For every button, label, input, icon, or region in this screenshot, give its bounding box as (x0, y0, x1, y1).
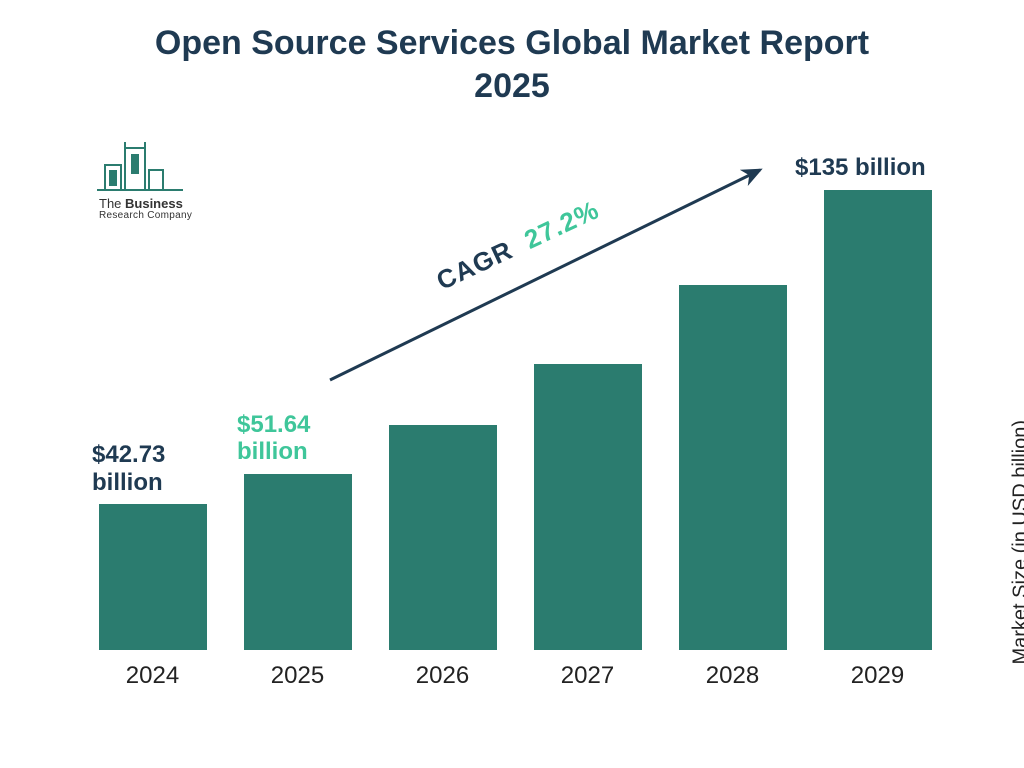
bar-slot: $51.64billion (225, 150, 370, 650)
bar-slot: $42.73billion (80, 150, 225, 650)
bar-slot (370, 150, 515, 650)
bars-container: $42.73billion $51.64billion $135 billion (80, 150, 950, 650)
x-axis-label: 2029 (805, 662, 950, 690)
bar (244, 474, 352, 650)
chart-title: Open Source Services Global Market Repor… (0, 0, 1024, 107)
bar (99, 504, 207, 650)
title-line1: Open Source Services Global Market Repor… (155, 24, 869, 62)
title-line2: 2025 (474, 67, 550, 105)
x-axis-label: 2024 (80, 662, 225, 690)
x-axis-label: 2027 (515, 662, 660, 690)
bar (824, 190, 932, 650)
bar-slot (660, 150, 805, 650)
x-axis-labels: 202420252026202720282029 (80, 662, 950, 690)
bar (534, 364, 642, 650)
x-axis-label: 2026 (370, 662, 515, 690)
bar (679, 285, 787, 650)
bar (389, 425, 497, 650)
bar-value-label: $135 billion (795, 154, 925, 182)
chart-area: $42.73billion $51.64billion $135 billion 2… (80, 130, 950, 690)
x-axis-label: 2025 (225, 662, 370, 690)
bar-value-label: $51.64billion (237, 411, 367, 466)
bar-value-label: $42.73billion (92, 441, 222, 496)
bar-slot: $135 billion (805, 150, 950, 650)
y-axis-label: Market Size (in USD billion) (1010, 420, 1024, 665)
x-axis-label: 2028 (660, 662, 805, 690)
